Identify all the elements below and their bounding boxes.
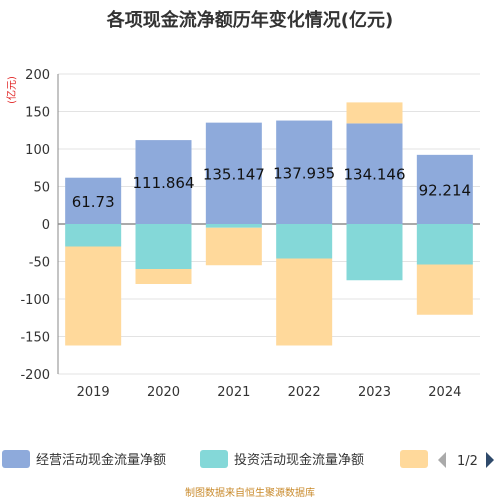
legend-label: 投资活动现金流量净额 [234,452,364,468]
bar-2022-series-1 [276,224,333,259]
bar-2023-series-1 [346,224,403,281]
y-tick-label: -50 [29,256,50,271]
y-tick-label: 100 [25,143,50,158]
bar-2020-series-0 [135,140,192,224]
bar-2023-series-2 [346,102,403,124]
bar-2024-series-2 [416,264,473,315]
legend-label: 经营活动现金流量净额 [36,452,166,468]
y-tick-label: 0 [42,218,50,233]
bar-2023-series-0 [346,123,403,224]
bar-2021-series-2 [205,227,262,266]
bar-2019-series-2 [65,246,122,346]
y-tick-label: 150 [25,106,50,121]
x-tick-label: 2021 [217,385,250,400]
x-tick-label: 2020 [147,385,180,400]
legend-page-indicator: 1/2 [457,454,478,469]
bar-2022-series-2 [276,258,333,346]
y-tick-label: -150 [20,331,50,346]
triangle-left-icon[interactable] [438,452,446,468]
x-tick-label: 2022 [288,385,321,400]
bar-2022-series-0 [276,120,333,224]
y-tick-label: 200 [25,68,50,83]
legend-swatch [200,450,228,468]
source-footer: 制图数据来自恒生聚源数据库 [185,488,315,499]
bar-2019-series-0 [65,177,122,224]
bar-2024-series-1 [416,224,473,265]
data-label: 137.935 [273,164,335,182]
triangle-right-icon[interactable] [486,452,494,468]
data-label: 134.146 [343,166,405,184]
data-label: 111.864 [132,174,194,192]
bar-2021-series-0 [205,122,262,224]
chart-title: 各项现金流净额历年变化情况(亿元) [106,10,394,31]
bar-2024-series-0 [416,154,473,224]
legend-swatch [400,450,428,468]
y-tick-label: 50 [33,181,50,196]
bar-2020-series-2 [135,269,192,284]
data-label: 61.73 [72,193,115,211]
bar-2020-series-1 [135,224,192,269]
x-tick-label: 2019 [77,385,110,400]
x-tick-label: 2023 [358,385,391,400]
bar-2021-series-1 [205,224,262,228]
y-tick-label: -200 [20,368,50,383]
y-axis-label: (亿元) [5,76,18,104]
data-label: 135.147 [203,165,265,183]
x-tick-label: 2024 [428,385,461,400]
legend-swatch [2,450,30,468]
bar-2019-series-1 [65,224,122,247]
data-label: 92.214 [419,181,472,199]
y-tick-label: -100 [20,293,50,308]
